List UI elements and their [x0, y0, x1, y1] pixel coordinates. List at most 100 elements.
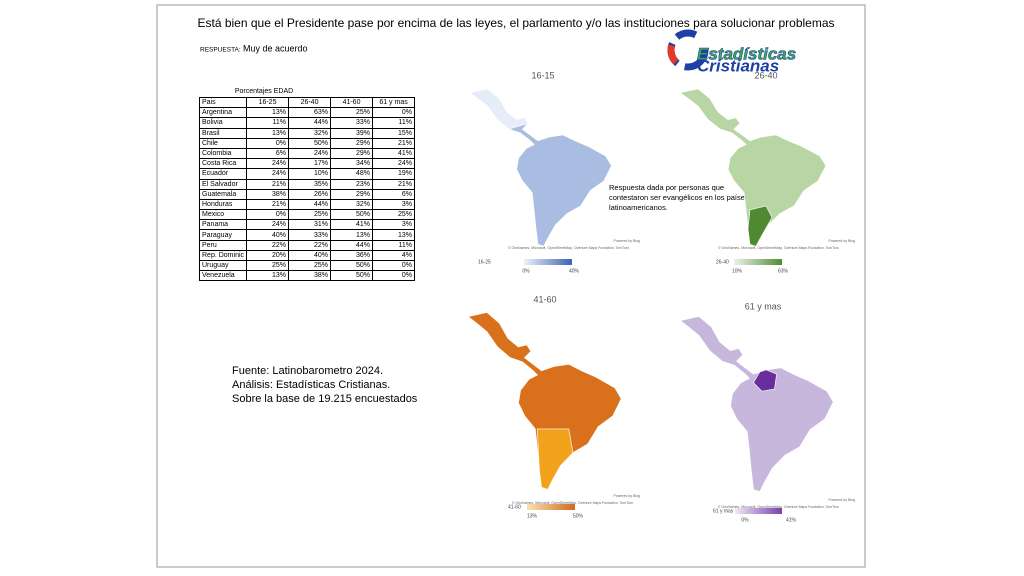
value-cell: 0% — [372, 270, 416, 282]
value-cell: 35% — [288, 178, 332, 190]
source-line: Sobre la base de 19.215 encuestados — [232, 393, 418, 405]
table-row: El Salvador 21% 35% 23% 21% — [198, 178, 416, 190]
value-cell: 20% — [246, 249, 290, 262]
value-cell: 22% — [246, 239, 290, 251]
value-cell: 31% — [288, 219, 332, 231]
value-cell: 50% — [330, 270, 374, 282]
logo-line1: Estadísticas — [697, 44, 796, 63]
value-cell: 25% — [372, 209, 416, 221]
value-cell: 0% — [372, 107, 416, 119]
value-cell: 40% — [246, 229, 290, 241]
column-header: 41-60 — [330, 96, 374, 109]
country-cell: Guatemala — [198, 188, 248, 200]
legend-bar — [524, 259, 572, 265]
value-cell: 41% — [330, 219, 374, 231]
value-cell: 25% — [246, 259, 290, 272]
table-row: Panama 24% 31% 41% 3% — [198, 219, 416, 231]
region — [536, 428, 574, 490]
region — [747, 205, 773, 247]
legend-max: 40% — [569, 268, 580, 274]
legend-min: 10% — [732, 268, 743, 274]
value-cell: 32% — [288, 127, 332, 139]
country-cell: Paraguay — [198, 229, 248, 241]
column-header: Pais — [198, 96, 248, 109]
value-cell: 41% — [372, 147, 416, 160]
value-cell: 21% — [372, 178, 416, 190]
country-cell: Peru — [198, 239, 248, 251]
table-caption: Porcentajes EDAD — [234, 88, 294, 95]
legend-bar — [735, 508, 782, 514]
value-cell: 32% — [330, 198, 374, 211]
value-cell: 44% — [330, 239, 374, 251]
note-line: latinoamericanos. — [609, 203, 668, 212]
value-cell: 24% — [372, 158, 416, 170]
value-cell: 13% — [246, 270, 290, 282]
value-cell: 39% — [330, 127, 374, 139]
country-cell: Bolivia — [198, 117, 248, 129]
table-row: Brasil 13% 32% 39% 15% — [198, 127, 416, 139]
value-cell: 13% — [372, 229, 416, 241]
value-cell: 29% — [330, 137, 374, 149]
table-row: Paraguay 40% 33% 13% 13% — [198, 229, 416, 241]
value-cell: 21% — [246, 198, 290, 211]
value-cell: 25% — [288, 209, 332, 221]
attribution: © GeoNames, Microsoft, OpenStreetMap, Ov… — [512, 501, 633, 505]
table-row: Chile 0% 50% 29% 21% — [198, 137, 416, 149]
note-line: Respuesta dada por personas que — [609, 183, 724, 192]
legend-bar — [734, 259, 782, 265]
legend-bar — [527, 504, 575, 510]
legend-label: 61 y mas — [713, 508, 734, 514]
table: Pais 16-25 26-40 41-60 61 y mas Argentina 13% 6… — [198, 96, 416, 282]
legend-max: 41% — [786, 517, 797, 523]
value-cell: 29% — [330, 147, 374, 160]
map: 26-40 Powered by Bing © GeoNames, Microsof… — [679, 70, 856, 274]
value-cell: 4% — [372, 249, 416, 262]
table-row: Rep. Dominic 20% 40% 36% 4% — [198, 249, 416, 262]
value-cell: 26% — [288, 188, 332, 200]
value-cell: 6% — [246, 147, 290, 160]
legend-max: 63% — [778, 268, 789, 274]
table-block: Porcentajes EDAD Pais 16-25 26-40 41-60 61 y… — [198, 86, 416, 282]
value-cell: 33% — [288, 229, 332, 241]
value-cell: 38% — [288, 270, 332, 282]
country-cell: Mexico — [198, 209, 248, 221]
value-cell: 24% — [288, 147, 332, 160]
country-cell: Uruguay — [198, 259, 248, 272]
map-shape — [467, 311, 622, 490]
maps: 16-15 Powered by Bing © GeoNames, Microsof… — [467, 70, 856, 523]
value-cell: 21% — [372, 137, 416, 149]
response-label: RESPUESTA: — [200, 47, 241, 54]
logo: Estadísticas Cristianas — [667, 29, 797, 75]
value-cell: 11% — [372, 117, 416, 129]
table-row: Mexico 0% 25% 50% 25% — [198, 209, 416, 221]
map: 41-60 Powered by Bing © GeoNames, Microsof… — [467, 294, 640, 519]
legend-min: 13% — [527, 513, 538, 519]
value-cell: 50% — [330, 259, 374, 272]
source-line: Fuente: Latinobarometro 2024. — [232, 365, 383, 377]
note: Respuesta dada por personas quecontestar… — [609, 183, 749, 212]
powered-by: Powered by Bing — [829, 239, 856, 243]
value-cell: 24% — [246, 219, 290, 231]
value-cell: 48% — [330, 168, 374, 180]
country-cell: Honduras — [198, 198, 248, 211]
value-cell: 25% — [288, 259, 332, 272]
table-header-row: Pais 16-25 26-40 41-60 61 y mas — [198, 96, 416, 109]
country-cell: Colombia — [198, 147, 248, 160]
map-shape — [469, 88, 613, 247]
value-cell: 11% — [246, 117, 290, 129]
value-cell: 23% — [330, 178, 374, 190]
value-cell: 10% — [288, 168, 332, 180]
country-cell: Ecuador — [198, 168, 248, 180]
value-cell: 6% — [372, 188, 416, 200]
value-cell: 0% — [372, 259, 416, 272]
map-title: 61 y mas — [745, 301, 782, 311]
value-cell: 29% — [330, 188, 374, 200]
map: 61 y mas Powered by Bing © GeoNames, Micro… — [679, 301, 855, 523]
value-cell: 0% — [246, 137, 290, 149]
value-cell: 33% — [330, 117, 374, 129]
source: Fuente: Latinobarometro 2024. Análisis: E… — [232, 365, 418, 405]
country-cell: Rep. Dominic — [198, 249, 248, 262]
map: 16-15 Powered by Bing © GeoNames, Microsof… — [469, 70, 640, 274]
